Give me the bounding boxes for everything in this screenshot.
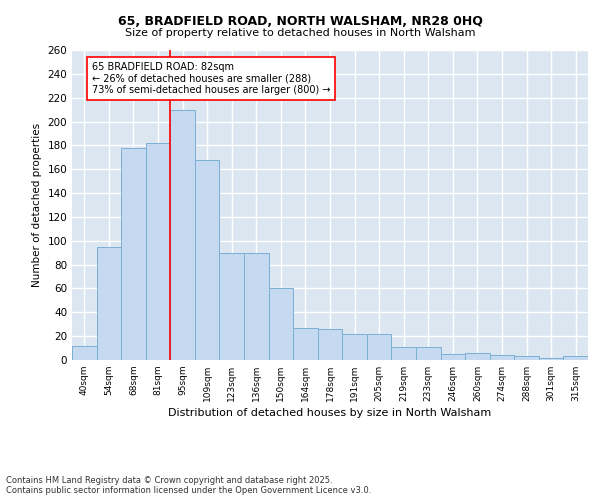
Bar [514, 356, 539, 360]
Bar [465, 353, 490, 360]
Bar [490, 355, 514, 360]
Bar [318, 329, 342, 360]
Text: 65, BRADFIELD ROAD, NORTH WALSHAM, NR28 0HQ: 65, BRADFIELD ROAD, NORTH WALSHAM, NR28 … [118, 15, 482, 28]
Bar [391, 347, 416, 360]
Text: Size of property relative to detached houses in North Walsham: Size of property relative to detached ho… [125, 28, 475, 38]
Bar [416, 347, 440, 360]
Bar [539, 358, 563, 360]
Bar [121, 148, 146, 360]
Bar [293, 328, 318, 360]
Text: 65 BRADFIELD ROAD: 82sqm
← 26% of detached houses are smaller (288)
73% of semi-: 65 BRADFIELD ROAD: 82sqm ← 26% of detach… [92, 62, 330, 95]
Bar [440, 354, 465, 360]
Bar [220, 252, 244, 360]
Bar [244, 252, 269, 360]
Bar [170, 110, 195, 360]
Text: Contains HM Land Registry data © Crown copyright and database right 2025.
Contai: Contains HM Land Registry data © Crown c… [6, 476, 371, 495]
Y-axis label: Number of detached properties: Number of detached properties [32, 123, 42, 287]
X-axis label: Distribution of detached houses by size in North Walsham: Distribution of detached houses by size … [169, 408, 491, 418]
Bar [269, 288, 293, 360]
Bar [195, 160, 220, 360]
Bar [342, 334, 367, 360]
Bar [72, 346, 97, 360]
Bar [97, 246, 121, 360]
Bar [367, 334, 391, 360]
Bar [563, 356, 588, 360]
Bar [146, 143, 170, 360]
